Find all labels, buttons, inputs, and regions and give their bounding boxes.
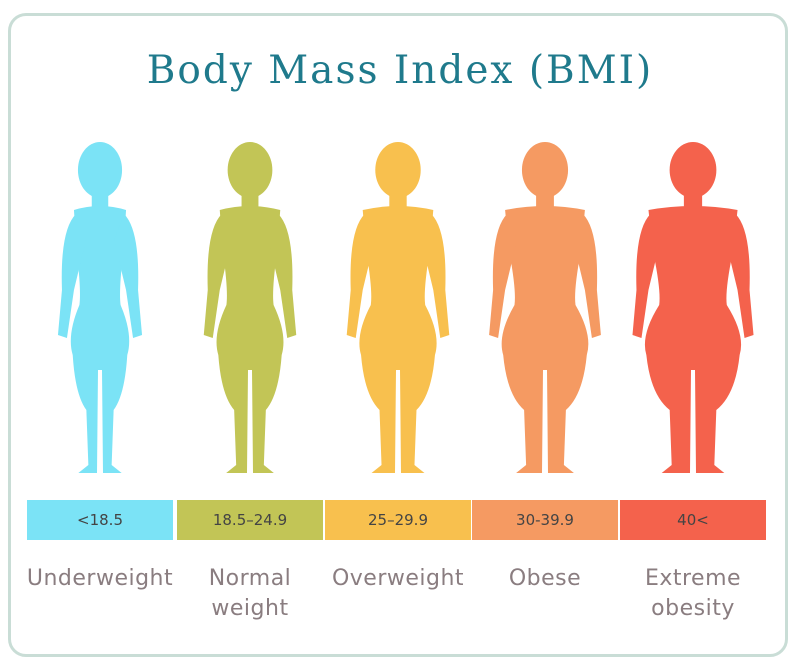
torso-legs-shape [359,206,437,473]
range-text: 30-39.9 [516,511,574,529]
range-box-overweight: 25–29.9 [325,500,471,540]
silhouette-obese [472,140,618,480]
head-shape [375,142,421,198]
range-box-obese: 30-39.9 [472,500,618,540]
label-line: Normal [208,566,292,591]
neck-shape [536,190,554,208]
label-line: Extreme [644,566,742,591]
label-line: Overweight [331,566,465,591]
right-arm-shape [421,214,450,338]
left-arm-shape [203,214,232,338]
torso-legs-shape [216,206,284,473]
left-arm-shape [57,214,86,338]
silhouette-underweight [27,140,173,480]
neck-shape [91,190,109,208]
left-arm-shape [489,214,518,338]
range-box-normal-weight: 18.5–24.9 [177,500,323,540]
body-silhouette-icon [632,142,754,473]
body-silhouette-icon [57,142,143,473]
body-silhouette-icon [489,142,601,473]
right-arm-shape [572,214,601,338]
right-arm-shape [114,214,143,338]
category-label-overweight: Overweight [318,564,478,594]
right-arm-shape [725,214,754,338]
category-label-underweight: Underweight [20,564,180,594]
left-arm-shape [346,214,375,338]
torso-legs-shape [70,206,130,473]
label-line: Obese [508,566,582,591]
head-shape [669,142,717,198]
neck-shape [241,190,259,208]
body-silhouette-icon [346,142,450,473]
range-text: 40< [677,511,709,529]
range-text: 25–29.9 [368,511,428,529]
category-label-obese: Obese [465,564,625,594]
label-line: Underweight [26,566,174,591]
range-box-extreme-obesity: 40< [620,500,766,540]
body-silhouette-icon [203,142,297,473]
torso-legs-shape [501,206,589,473]
head-shape [227,142,273,198]
silhouette-overweight [325,140,471,480]
left-arm-shape [632,214,661,338]
silhouette-extreme-obesity [620,140,766,480]
range-text: <18.5 [77,511,123,529]
category-label-normal-weight: Normal weight [170,564,330,624]
category-label-extreme-obesity: Extreme obesity [613,564,773,624]
neck-shape [683,190,703,208]
neck-shape [389,190,407,208]
range-text: 18.5–24.9 [212,511,288,529]
torso-legs-shape [644,206,742,473]
range-box-underweight: <18.5 [27,500,173,540]
silhouette-normal-weight [177,140,323,480]
right-arm-shape [268,214,297,338]
label-line: weight [211,596,289,621]
head-shape [521,142,569,198]
label-line: obesity [651,596,735,621]
head-shape [77,142,123,198]
page-title: Body Mass Index (BMI) [146,48,654,93]
